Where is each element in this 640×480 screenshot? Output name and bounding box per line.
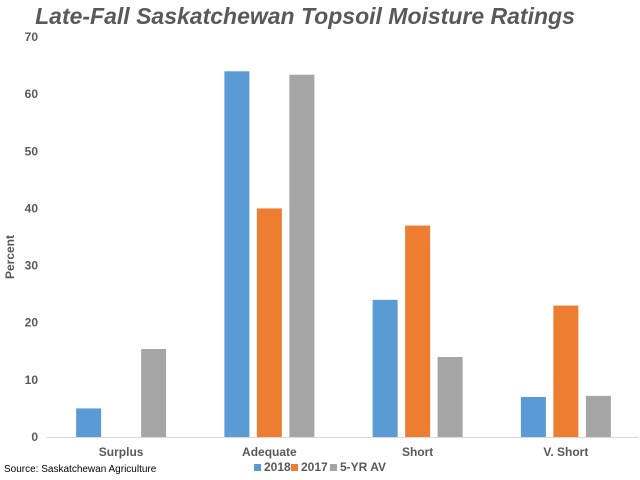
- bar-2018-short: [372, 299, 398, 437]
- legend-label: 5-YR AV: [340, 460, 386, 474]
- y-tick-label: 20: [25, 316, 39, 330]
- x-tick-label: Surplus: [99, 445, 144, 459]
- x-tick-label: Short: [402, 445, 433, 459]
- legend-swatch: [254, 464, 261, 471]
- legend: 2018 2017 5-YR AV: [254, 460, 386, 474]
- bar-5-yr-av-adequate: [289, 74, 315, 437]
- source-note: Source: Saskatchewan Agriculture: [4, 464, 157, 475]
- y-tick-label: 70: [25, 30, 39, 44]
- chart-title: Late-Fall Saskatchewan Topsoil Moisture …: [35, 3, 575, 29]
- bars-group: [76, 71, 611, 438]
- bar-2017-short: [405, 225, 431, 437]
- x-tick-label: V. Short: [543, 445, 588, 459]
- bar-5-yr-av-short: [437, 357, 463, 437]
- y-axis-label: Percent: [3, 235, 17, 279]
- y-tick-label: 10: [25, 373, 39, 387]
- legend-label: 2018: [264, 460, 291, 474]
- bar-2018-v-short: [520, 397, 546, 437]
- legend-label: 2017: [301, 460, 328, 474]
- y-axis-ticks: 0 10 20 30 40 50 60 70: [25, 30, 39, 444]
- y-tick-label: 60: [25, 87, 39, 101]
- y-tick-label: 30: [25, 259, 39, 273]
- legend-swatch: [330, 464, 337, 471]
- bar-2018-surplus: [76, 408, 102, 437]
- bar-5-yr-av-v-short: [585, 395, 611, 437]
- bar-5-yr-av-surplus: [141, 349, 167, 437]
- y-tick-label: 0: [31, 430, 38, 444]
- bar-2017-v-short: [553, 305, 579, 437]
- legend-swatch: [291, 464, 298, 471]
- y-tick-label: 50: [25, 144, 39, 158]
- bar-2018-adequate: [224, 71, 250, 438]
- bar-2017-adequate: [256, 208, 282, 437]
- x-tick-label: Adequate: [242, 445, 297, 459]
- category-labels: Surplus Adequate Short V. Short: [99, 445, 589, 459]
- y-tick-label: 40: [25, 201, 39, 215]
